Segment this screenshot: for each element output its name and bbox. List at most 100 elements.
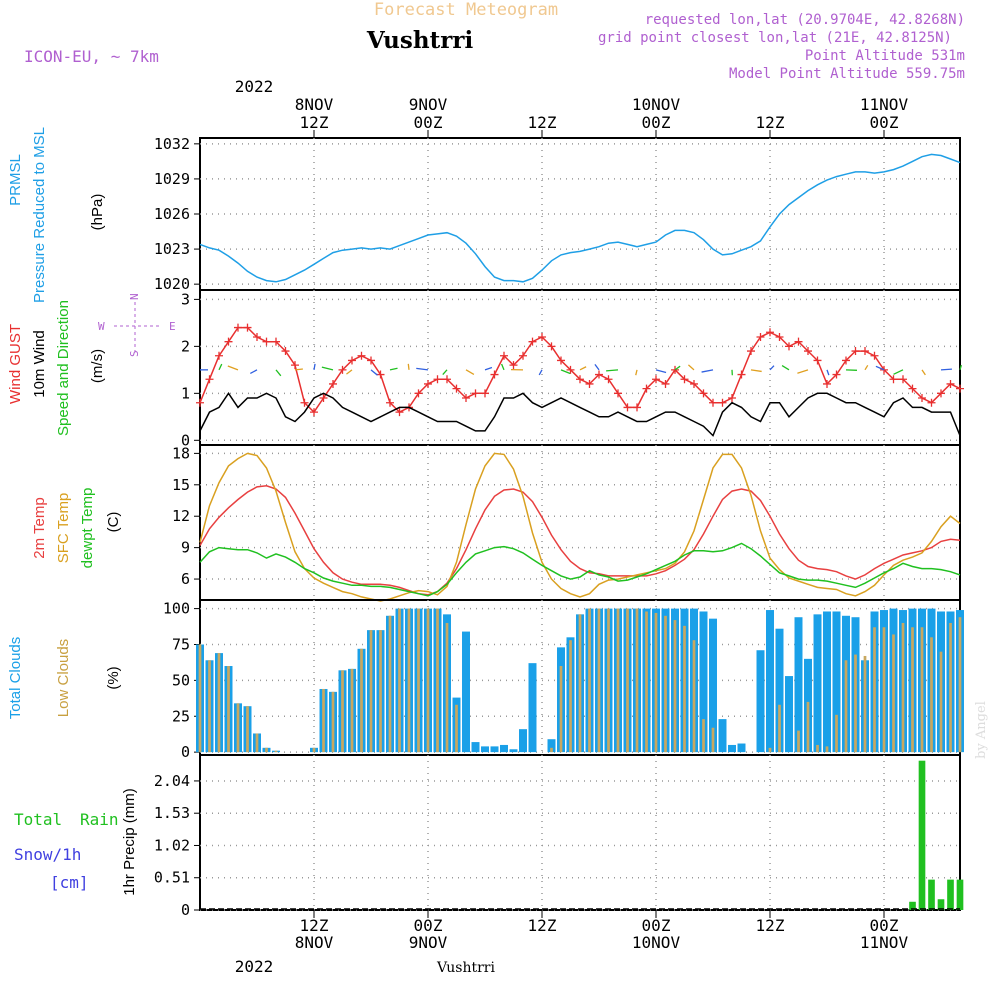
gust-marker xyxy=(224,337,233,346)
temperature-ytick-label: 9 xyxy=(181,539,190,557)
total-cloud-bar xyxy=(490,746,499,753)
point-altitude: Point Altitude 531m xyxy=(805,48,965,64)
gust-marker xyxy=(205,375,214,384)
time-label-bottom-time: 12Z xyxy=(528,916,557,935)
low-cloud-bar xyxy=(322,688,325,753)
total-cloud-bar xyxy=(471,742,480,753)
total-cloud-bar xyxy=(775,628,784,753)
low-cloud-bar xyxy=(274,750,278,753)
wind-direction-arrow xyxy=(389,367,398,371)
gust-marker xyxy=(310,408,318,417)
precip-panel-labels: Total Rain Snow/1h [cm] 1hr Precip (mm) xyxy=(14,788,138,896)
wind-direction-arrow xyxy=(769,365,775,371)
wind-direction-arrow xyxy=(893,369,904,375)
gridpoint-coords: grid point closest lon,lat (21E, 42.8125… xyxy=(598,30,952,46)
gust-marker xyxy=(680,375,689,384)
10m-wind-line xyxy=(199,391,961,437)
time-label-bottom-day: 9NOV xyxy=(409,933,448,952)
total-cloud-bar xyxy=(528,663,537,753)
low-cloud-bar xyxy=(597,608,601,753)
gust-marker xyxy=(538,332,546,341)
gust-marker xyxy=(937,389,945,398)
wind-direction-arrow xyxy=(826,369,830,376)
gust-marker xyxy=(576,375,584,384)
low-cloud-bar xyxy=(930,637,933,753)
low-cloud-bar xyxy=(198,644,202,753)
low-cloud-bar xyxy=(379,630,382,753)
wind-direction-arrow xyxy=(921,369,926,376)
time-label-bottom-day: 11NOV xyxy=(860,933,909,952)
plot-area: 1020102310261029103201236912151802550751… xyxy=(154,95,964,952)
gust-marker xyxy=(234,323,242,332)
low-cloud-bar xyxy=(350,668,354,753)
wind-direction-arrow xyxy=(701,369,714,373)
compass-icon: W E N S xyxy=(98,293,176,357)
temperature-ytick-label: 18 xyxy=(172,444,190,462)
time-label-top-day: 9NOV xyxy=(409,95,448,114)
gust-marker xyxy=(652,375,660,384)
total-cloud-bar xyxy=(737,743,746,753)
gust-marker xyxy=(908,384,917,393)
gust-marker xyxy=(547,342,556,351)
low-cloud-bar xyxy=(816,744,819,753)
low-cloud-bar xyxy=(265,747,268,753)
low-cloud-bar xyxy=(426,608,430,753)
rain-bar xyxy=(918,760,926,910)
pressure-ytick-label: 1023 xyxy=(154,240,190,258)
low-cloud-bar xyxy=(768,747,772,753)
low-cloud-bar xyxy=(797,730,800,753)
pressure-ytick-label: 1020 xyxy=(154,275,190,293)
gust-marker xyxy=(329,379,337,388)
low-cloud-bar xyxy=(892,634,895,753)
gust-marker xyxy=(272,337,280,346)
t2m-label: 2m Temp xyxy=(31,497,48,558)
wind-10m-label: 10m Wind xyxy=(31,330,48,398)
compass-n: N xyxy=(128,293,141,300)
gust-marker xyxy=(709,398,717,407)
low-cloud-bar xyxy=(217,653,221,753)
clouds-ytick-label: 0 xyxy=(181,743,190,761)
gust-marker xyxy=(842,356,850,365)
wind-ytick-label: 1 xyxy=(181,384,190,402)
gust-marker xyxy=(291,361,299,370)
rain-bar xyxy=(947,879,954,910)
precip-ytick-label: 2.04 xyxy=(154,772,190,790)
location-title: Vushtrri xyxy=(366,27,474,54)
wind-direction-arrow xyxy=(875,365,885,371)
total-cloud-bar xyxy=(481,746,489,753)
low-cloud-bar xyxy=(407,608,411,753)
gust-marker xyxy=(443,375,451,384)
precip-ytick-label: 0 xyxy=(181,901,190,919)
low-cloud-bar xyxy=(455,704,458,753)
wind-direction-arrow xyxy=(864,365,869,371)
rain-bar xyxy=(909,901,916,910)
pressure-ytick-label: 1029 xyxy=(154,170,190,188)
pressure-panel-labels: PRMSL Pressure Reduced to MSL (hPa) xyxy=(7,127,106,303)
dewpt-temp-line xyxy=(199,542,961,597)
wind-unit: (m/s) xyxy=(89,349,106,383)
clouds-panel-labels: Total Clouds Low Clouds (%) xyxy=(7,637,122,720)
gust-marker xyxy=(804,347,812,356)
rain-bar xyxy=(956,879,964,910)
gust-marker xyxy=(861,347,869,356)
gust-marker xyxy=(604,375,613,384)
clouds-ytick-label: 100 xyxy=(163,600,190,618)
wind-direction-arrow xyxy=(321,366,334,371)
gust-marker xyxy=(642,384,651,393)
gust-marker xyxy=(946,379,955,388)
pressure-line xyxy=(199,153,961,283)
clouds-ytick-label: 50 xyxy=(172,671,190,689)
low-cloud-bar xyxy=(588,608,591,753)
time-label-bottom-day: 8NOV xyxy=(295,933,334,952)
dewpoint-label: dewpt Temp xyxy=(79,488,96,569)
gust-marker xyxy=(367,356,375,365)
gust-marker xyxy=(281,347,290,356)
precip-frame xyxy=(199,754,961,911)
gust-marker xyxy=(300,398,309,407)
time-label-top-day: 10NOV xyxy=(632,95,681,114)
low-cloud-bar xyxy=(550,747,553,753)
time-label-bottom-time: 00Z xyxy=(870,916,899,935)
low-cloud-bar xyxy=(844,660,848,753)
total-cloud-bar xyxy=(794,617,803,753)
low-cloud-bar xyxy=(388,615,392,753)
